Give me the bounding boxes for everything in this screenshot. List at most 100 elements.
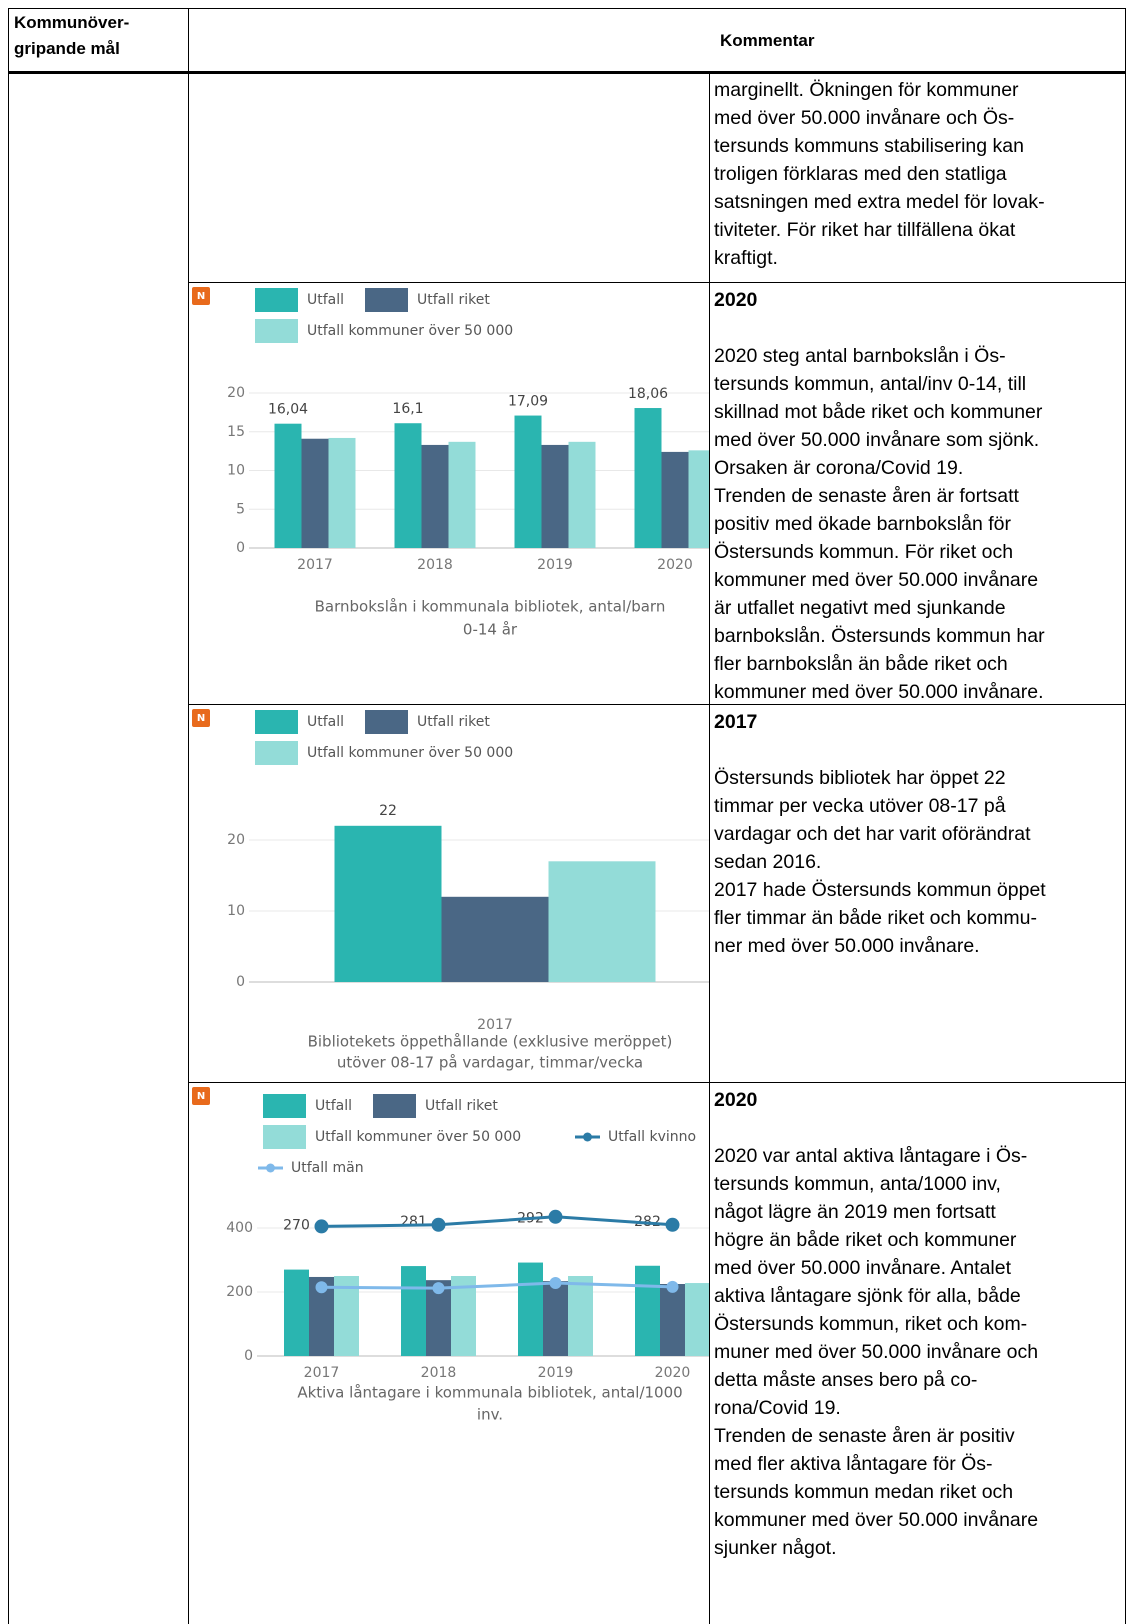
comment-line: ner med över 50.000 invånare.	[714, 935, 980, 957]
comment-line: med fler aktiva låntagare för Ös-	[714, 1453, 993, 1475]
chart-title: Barnbokslån i kommunala bibliotek, antal…	[315, 598, 666, 616]
comment-line: sedan 2016.	[714, 851, 822, 873]
row-divider	[188, 704, 1126, 705]
comment-line: Östersunds kommun. För riket och	[714, 541, 1014, 563]
header-comment: Kommentar	[720, 31, 815, 50]
bar	[441, 896, 549, 982]
data-label: 281	[400, 1214, 427, 1230]
bar	[394, 423, 422, 548]
badge-bg	[192, 709, 210, 727]
comment-heading: 2020	[714, 1089, 758, 1111]
bar	[541, 444, 569, 548]
legend-label: Utfall kommuner över 50 000	[307, 745, 513, 761]
x-tick-label: 2018	[417, 557, 453, 573]
comment-cell: 2017 Östersunds bibliotek har öppet 22 tim…	[714, 708, 1046, 960]
legend-label: Utfall	[315, 1098, 352, 1114]
y-tick-label: 0	[236, 540, 245, 556]
legend-label: Utfall	[307, 292, 344, 308]
comment-line: med över 50.000 invånare. Antalet	[714, 1257, 1012, 1279]
y-tick-label: 0	[236, 974, 245, 990]
legend-dot	[266, 1163, 275, 1173]
spacer	[714, 314, 1045, 342]
comment-line: tersunds kommun, anta/1000 inv,	[714, 1173, 1001, 1195]
comment-line: Östersunds kommun, riket och kom-	[714, 1313, 1028, 1335]
comment-line: 2020 steg antal barnbokslån i Ös-	[714, 345, 1006, 367]
col-divider	[709, 74, 710, 1624]
x-tick-label: 2018	[421, 1365, 457, 1381]
comment-line: med över 50.000 invånare som sjönk.	[714, 429, 1040, 451]
legend-swatch	[365, 710, 408, 734]
comment-line: Östersunds bibliotek har öppet 22	[714, 767, 1006, 789]
comment-line: sjunker något.	[714, 1537, 837, 1559]
x-tick-label: 2019	[537, 557, 573, 573]
comment-line: är utfallet negativt med sjunkande	[714, 597, 1006, 619]
bar	[661, 451, 689, 548]
data-label: 17,09	[508, 394, 548, 410]
x-tick-label: 2017	[304, 1365, 340, 1381]
legend-label: Utfall kommuner över 50 000	[315, 1129, 521, 1145]
x-tick-label: 2020	[655, 1365, 691, 1381]
bar	[548, 861, 656, 982]
comment-line: tersunds kommuns stabilisering kan	[714, 135, 1024, 157]
comment-heading: 2017	[714, 711, 758, 733]
legend-swatch	[263, 1125, 306, 1149]
y-tick-label: 400	[226, 1220, 253, 1236]
y-tick-label: 20	[227, 385, 245, 401]
comment-line: troligen förklaras med den statliga	[714, 163, 1007, 185]
col-divider	[188, 8, 189, 1624]
badge-bg	[192, 287, 210, 305]
bar	[543, 1281, 568, 1356]
row-divider	[188, 282, 1126, 283]
chart: N 0 200 400 Utfall Utfall riket Utfall kommune…	[192, 1087, 709, 1424]
comment-line: vardagar och det har varit oförändrat	[714, 823, 1031, 845]
comment-line: 2020 var antal aktiva låntagare i Ös-	[714, 1145, 1028, 1167]
badge-bg	[192, 1087, 210, 1105]
header-line: Kommunöver-	[14, 13, 130, 32]
bar	[685, 1283, 709, 1356]
comment-line: detta måste anses bero på co-	[714, 1369, 978, 1391]
data-label: 22	[379, 803, 397, 819]
comment-line: muner med över 50.000 invånare och	[714, 1341, 1039, 1363]
legend-label: Utfall	[307, 714, 344, 730]
comment-line: tiviteter. För riket har tillfällena öka…	[714, 219, 1016, 241]
comment-line: satsningen med extra medel för lovak-	[714, 191, 1045, 213]
line-point	[548, 1209, 563, 1224]
x-tick-label: 2017	[477, 1017, 513, 1033]
bar	[421, 444, 449, 548]
comment-line: 2017 hade Östersunds kommun öppet	[714, 879, 1046, 901]
badge: N	[197, 1091, 205, 1102]
x-tick-label: 2020	[657, 557, 693, 573]
spacer	[714, 1114, 1038, 1142]
data-label: 16,1	[392, 401, 423, 417]
chart: N 0 5 10 15 20 Utfall Utfall riket Utfall kommun…	[192, 287, 709, 639]
comment-line: timmar per vecka utöver 08-17 på	[714, 795, 1006, 817]
y-tick-label: 0	[244, 1348, 253, 1364]
comment-line: tersunds kommun, antal/inv 0-14, till	[714, 373, 1027, 395]
bar	[274, 423, 302, 548]
bar	[284, 1269, 309, 1356]
legend-label: Utfall män	[291, 1160, 364, 1176]
bar	[634, 408, 662, 548]
chart-title: Aktiva låntagare i kommunala bibliotek, …	[297, 1384, 682, 1402]
comment-line: Trenden de senaste åren är fortsatt	[714, 485, 1019, 507]
comment-line: aktiva låntagare sjönk för alla, både	[714, 1285, 1021, 1307]
comment-line: fler barnbokslån än både riket och	[714, 653, 1008, 675]
x-tick-label: 2019	[538, 1365, 574, 1381]
line-point	[431, 1217, 446, 1232]
legend-swatch	[263, 1094, 306, 1118]
chart-title: inv.	[477, 1406, 503, 1424]
x-tick-label: 2017	[297, 557, 333, 573]
legend-swatch	[365, 288, 408, 312]
legend-dot	[583, 1132, 592, 1142]
legend-label: Utfall kommuner över 50 000	[307, 323, 513, 339]
bar	[334, 825, 442, 982]
legend-swatch	[255, 741, 298, 765]
bar	[568, 1276, 593, 1356]
line-point	[666, 1280, 679, 1293]
comment-cell: marginellt. Ökningen för kommuner med öve…	[714, 76, 1045, 272]
line-point	[665, 1217, 680, 1232]
comment-cell: 2020 2020 var antal aktiva låntagare i Ös…	[714, 1086, 1038, 1562]
bar	[448, 441, 476, 548]
y-tick-label: 10	[227, 903, 245, 919]
